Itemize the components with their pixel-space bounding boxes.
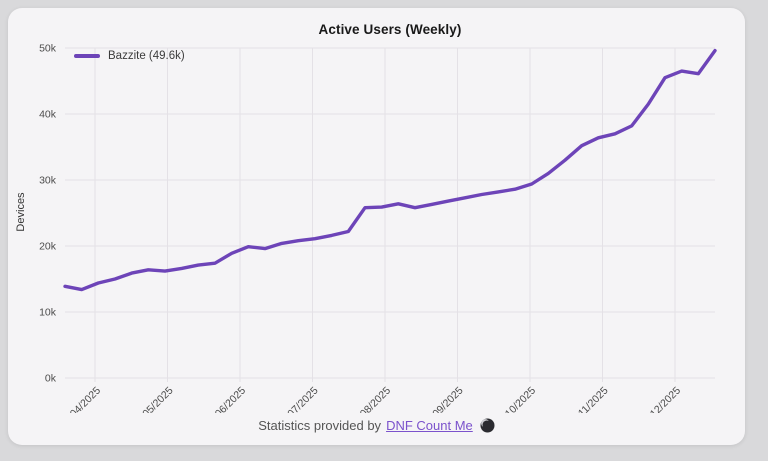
y-tick-label: 40k [39,109,57,121]
x-tick-label: 12/2025 [648,385,683,413]
x-tick-label: 10/2025 [503,385,538,413]
x-tick-label: 04/2025 [68,385,103,413]
x-tick-label: 07/2025 [285,385,320,413]
legend: Bazzite (49.6k) [74,50,185,62]
x-tick-label: 06/2025 [213,385,248,413]
series-line-bazzite [63,48,717,292]
y-tick-label: 0k [45,373,57,385]
stats-card: 0k 10k 20k 30k 40k 50k 04/2025 05/2025 06/2025 07… [8,8,745,445]
x-tick-label: 08/2025 [358,385,393,413]
y-tick-label: 20k [39,241,57,253]
legend-label: Bazzite (49.6k) [108,50,185,62]
footer-text: Statistics provided by [258,418,382,433]
dnf-count-me-link[interactable]: DNF Count Me [386,418,473,433]
y-tick-label: 30k [39,175,57,187]
x-tick-label: 11/2025 [576,385,611,413]
legend-line-swatch [74,54,100,58]
moon-icon [480,418,495,433]
y-tick-label: 10k [39,307,57,319]
x-tick-label: 05/2025 [140,385,175,413]
y-tick-label: 50k [39,43,57,55]
chart-title: Active Users (Weekly) [318,22,462,37]
y-axis-title: Devices [15,192,27,232]
x-tick-label: 09/2025 [430,385,465,413]
line-chart: 0k 10k 20k 30k 40k 50k 04/2025 05/2025 06/2025 07… [39,43,717,413]
footer: Statistics provided by DNF Count Me [8,418,745,433]
